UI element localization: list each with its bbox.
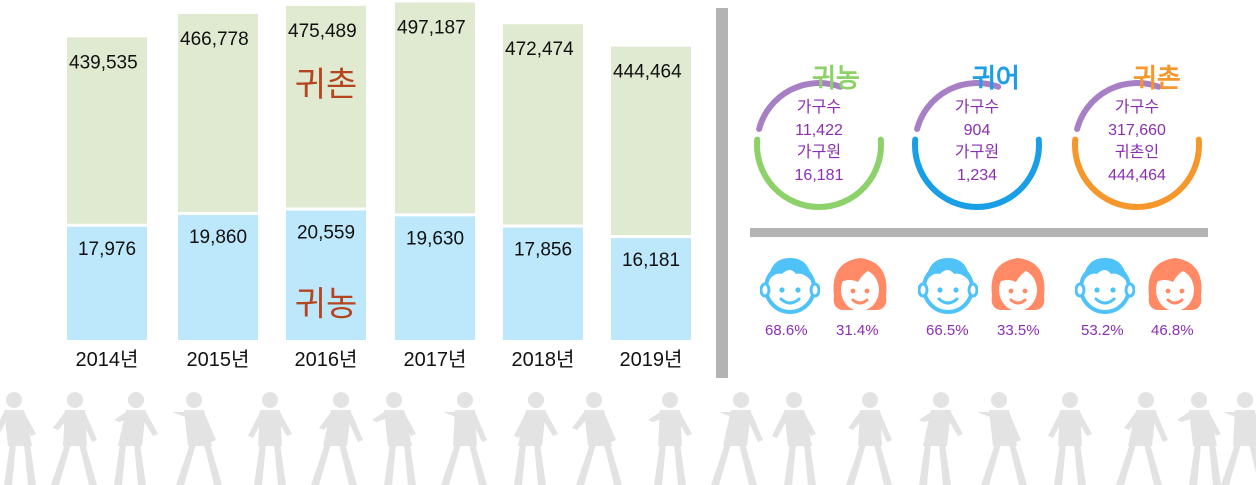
ring-arc bbox=[754, 136, 884, 210]
ring-arc bbox=[1072, 136, 1202, 210]
ring-line: 1,234 bbox=[956, 166, 998, 184]
value-label-gwichon: 472,474 bbox=[505, 39, 574, 60]
ring-accent-arc bbox=[914, 80, 1002, 132]
ring-line: 가구원 bbox=[796, 144, 842, 161]
ring-line: 317,660 bbox=[1108, 121, 1166, 139]
silhouette-figure bbox=[919, 392, 963, 485]
value-label-gwichon: 497,187 bbox=[397, 18, 466, 39]
bar-gwinong bbox=[395, 216, 475, 340]
ring-gwichon bbox=[1067, 70, 1207, 220]
bar-gwinong bbox=[286, 210, 366, 340]
silhouette-figure bbox=[1177, 392, 1221, 485]
silhouette-figure bbox=[1048, 392, 1092, 485]
ring-text-gwinong: 가구수 11,422 가구원 16,181 bbox=[749, 97, 889, 187]
boy-face-icon bbox=[760, 258, 820, 314]
category-label: 2017년 bbox=[404, 348, 467, 371]
inline-label-gwichon: 귀촌 bbox=[295, 66, 358, 104]
silhouette-figure bbox=[311, 392, 363, 485]
silhouette-figure bbox=[1116, 392, 1168, 485]
bar-gwichon bbox=[611, 46, 691, 236]
value-label-gwinong: 17,976 bbox=[78, 239, 136, 260]
male-percent-gwichon: 53.2% bbox=[1081, 322, 1124, 339]
silhouette-figure bbox=[846, 392, 892, 485]
ring-line: 귀촌인 bbox=[1114, 144, 1160, 161]
bar-gwichon bbox=[67, 37, 147, 224]
ring-line: 가구수 bbox=[954, 99, 1000, 116]
value-label-gwichon: 439,535 bbox=[69, 52, 138, 73]
bar-gwinong bbox=[611, 238, 691, 340]
silhouette-figure bbox=[977, 392, 1027, 485]
silhouette-figure bbox=[711, 392, 763, 485]
ring-text-gwichon: 가구수 317,660 귀촌인 444,464 bbox=[1067, 97, 1207, 187]
inline-label-gwinong: 귀농 bbox=[295, 285, 358, 323]
silhouette-figure bbox=[514, 392, 558, 485]
silhouette-figure bbox=[572, 392, 622, 485]
value-label-gwinong: 16,181 bbox=[622, 250, 680, 271]
value-label-gwinong: 19,860 bbox=[189, 227, 247, 248]
male-percent-gwinong: 68.6% bbox=[765, 322, 808, 339]
stacked-bar-chart: 439,535 17,976 2014년 466,778 19,860 2015년 475,… bbox=[67, 2, 691, 371]
ring-line: 11,422 bbox=[795, 121, 843, 139]
category-label: 2014년 bbox=[76, 348, 139, 371]
ring-title-gwichon: 귀촌 bbox=[1133, 63, 1181, 93]
ring-title-gwinong: 귀농 bbox=[812, 63, 860, 93]
silhouette-figure bbox=[772, 392, 816, 485]
ring-gwieo bbox=[907, 70, 1047, 220]
category-label: 2018년 bbox=[512, 348, 575, 371]
gender-group-gwieo bbox=[918, 252, 1058, 342]
value-label-gwichon: 444,464 bbox=[613, 62, 682, 83]
girl-face-icon bbox=[833, 258, 887, 311]
silhouette-figure bbox=[0, 392, 36, 485]
bar-gwinong bbox=[503, 227, 583, 340]
value-label-gwinong: 19,630 bbox=[406, 228, 464, 249]
female-percent-gwieo: 33.5% bbox=[997, 322, 1040, 339]
ring-line: 가구수 bbox=[796, 99, 842, 116]
people-silhouettes-icon bbox=[0, 392, 1256, 485]
ring-title-gwieo: 귀어 bbox=[972, 63, 1020, 93]
vertical-divider bbox=[716, 8, 728, 378]
bar-gwichon bbox=[395, 2, 475, 214]
female-percent-gwinong: 31.4% bbox=[836, 322, 879, 339]
ring-line: 904 bbox=[963, 121, 991, 139]
value-label-gwichon: 475,489 bbox=[288, 21, 357, 42]
silhouette-figure bbox=[248, 392, 292, 485]
gender-group-gwinong bbox=[760, 252, 900, 342]
bar-gwichon bbox=[286, 5, 366, 208]
male-percent-gwieo: 66.5% bbox=[926, 322, 969, 339]
ring-text-gwieo: 가구수 904 가구원 1,234 bbox=[907, 97, 1047, 187]
bar-gwichon bbox=[178, 13, 258, 212]
category-label: 2016년 bbox=[295, 348, 358, 371]
ring-line: 가구수 bbox=[1114, 99, 1160, 116]
bar-gwinong bbox=[67, 226, 147, 340]
silhouette-figure bbox=[648, 392, 692, 485]
value-label-gwinong: 17,856 bbox=[514, 240, 572, 261]
silhouette-figure bbox=[1221, 392, 1256, 485]
silhouette-figure bbox=[172, 392, 222, 485]
category-label: 2019년 bbox=[620, 348, 683, 371]
silhouette-figure bbox=[51, 392, 97, 485]
horizontal-divider bbox=[750, 228, 1208, 237]
girl-face-icon bbox=[1148, 258, 1202, 311]
ring-accent-arc bbox=[1074, 80, 1162, 132]
boy-face-icon bbox=[918, 258, 978, 314]
category-label: 2015년 bbox=[187, 348, 250, 371]
silhouette-figure bbox=[372, 392, 416, 485]
ring-line: 가구원 bbox=[954, 144, 1000, 161]
ring-line: 16,181 bbox=[794, 166, 844, 184]
ring-arc bbox=[912, 136, 1042, 210]
silhouette-figure bbox=[114, 392, 158, 485]
girl-face-icon bbox=[991, 258, 1045, 311]
ring-accent-arc bbox=[756, 80, 844, 132]
ring-line: 444,464 bbox=[1108, 166, 1166, 184]
boy-face-icon bbox=[1075, 258, 1135, 314]
female-percent-gwichon: 46.8% bbox=[1151, 322, 1194, 339]
value-label-gwinong: 20,559 bbox=[297, 222, 355, 243]
bar-gwichon bbox=[503, 24, 583, 225]
gender-group-gwichon bbox=[1075, 252, 1215, 342]
silhouette-figure bbox=[441, 392, 487, 485]
bar-gwinong bbox=[178, 214, 258, 340]
ring-gwinong bbox=[749, 70, 889, 220]
value-label-gwichon: 466,778 bbox=[180, 29, 249, 50]
